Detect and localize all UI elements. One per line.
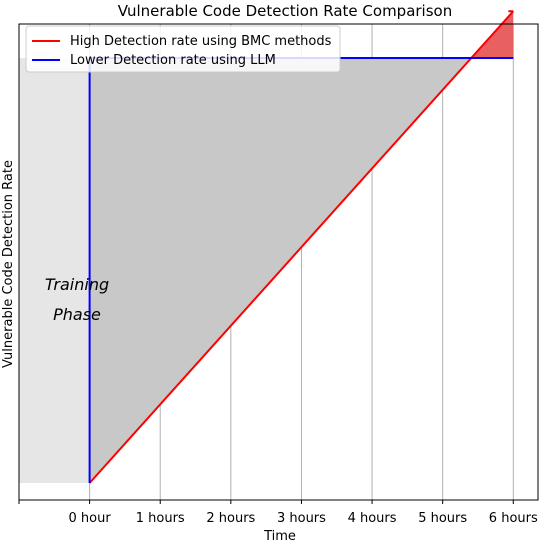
x-tick-label-6: 5 hours bbox=[418, 511, 467, 526]
x-tick-label-1: 0 hour bbox=[69, 511, 112, 526]
x-tick-label-2: 1 hours bbox=[136, 511, 185, 526]
x-tick-label-5: 4 hours bbox=[348, 511, 397, 526]
plot-frame bbox=[18, 23, 539, 501]
training-region bbox=[19, 58, 90, 483]
x-axis: 0 hour 1 hours 2 hours 3 hours 4 hours 5 hour… bbox=[18, 500, 538, 526]
plot-area bbox=[18, 10, 539, 501]
x-tick-label-7: 6 hours bbox=[489, 511, 538, 526]
y-axis-label: Vulnerable Code Detection Rate bbox=[1, 160, 16, 368]
legend-label-llm: Lower Detection rate using LLM bbox=[70, 53, 276, 68]
chart-title: Vulnerable Code Detection Rate Compariso… bbox=[118, 2, 452, 20]
shaded-regions bbox=[19, 11, 514, 483]
x-tick-label-4: 3 hours bbox=[277, 511, 326, 526]
legend: High Detection rate using BMC methods Lo… bbox=[25, 25, 341, 73]
x-tick-label-3: 2 hours bbox=[206, 511, 255, 526]
legend-box bbox=[25, 25, 341, 73]
legend-label-bmc: High Detection rate using BMC methods bbox=[70, 34, 332, 49]
x-axis-label: Time bbox=[263, 529, 296, 542]
annotation-training: Training bbox=[45, 275, 109, 294]
series-line-0 bbox=[88, 10, 515, 484]
annotation-phase: Phase bbox=[53, 305, 101, 324]
